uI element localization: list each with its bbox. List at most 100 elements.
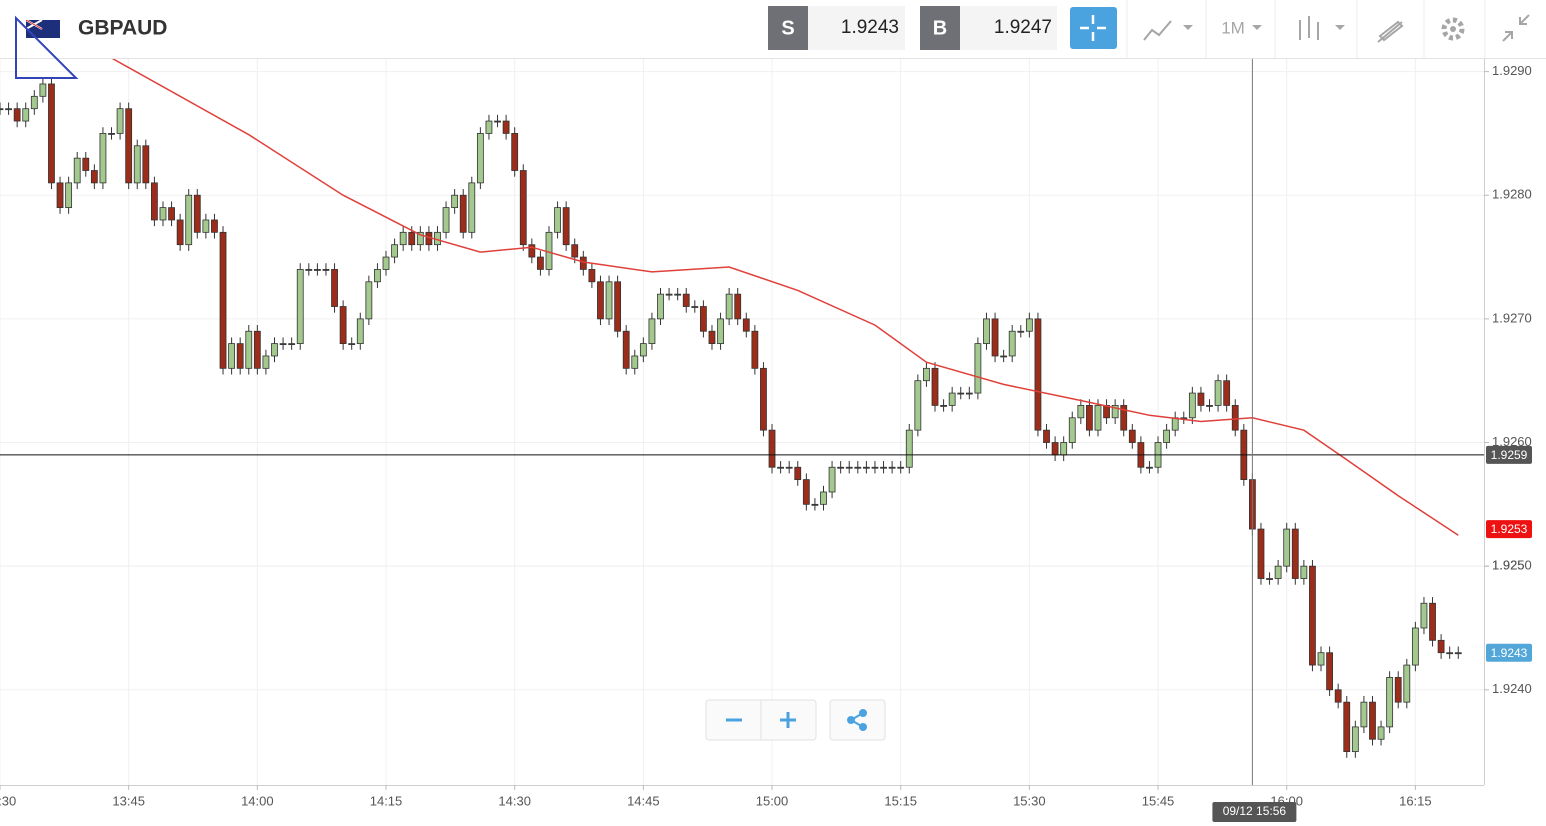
candle-body (537, 256, 544, 270)
candle-body (1377, 726, 1385, 740)
sell-button[interactable]: S 1.9243 (768, 6, 905, 50)
candle-body (399, 231, 407, 246)
candle-body (108, 133, 115, 135)
candle-body (639, 343, 647, 357)
candle-body (845, 466, 853, 469)
buy-price: 1.9247 (994, 17, 1052, 38)
dropdown[interactable] (1252, 25, 1262, 30)
y-tick-label: 1.9270 (1492, 310, 1532, 325)
candle-body (176, 219, 184, 246)
zoom-in[interactable] (780, 712, 796, 728)
candle-body (1300, 565, 1308, 579)
candle-body (159, 207, 167, 221)
candle-body (914, 380, 922, 431)
candle-body (1206, 405, 1213, 407)
candle-body (897, 466, 905, 469)
candle-body (56, 182, 64, 209)
x-tick-label: 15:15 (884, 793, 917, 808)
candle-body (1034, 318, 1042, 431)
sell-price: 1.9243 (841, 17, 899, 38)
candle-body (82, 157, 90, 171)
dropdown[interactable] (1335, 25, 1345, 30)
candle-body (777, 466, 785, 469)
candle-body (73, 157, 81, 184)
candle-body (905, 429, 913, 468)
candle-body (1214, 380, 1222, 406)
share-button[interactable] (829, 699, 886, 741)
candle-body (991, 318, 999, 357)
candle-body (459, 194, 467, 233)
candle-body (622, 330, 630, 369)
y-tick-label: 1.9280 (1492, 187, 1532, 202)
collapse-icon[interactable] (1502, 14, 1530, 42)
candle-body (1403, 664, 1411, 703)
dropdown[interactable] (1183, 25, 1193, 30)
candle-body (1351, 726, 1359, 753)
candle-body (305, 269, 313, 271)
candle-body (974, 343, 982, 394)
candle-body (983, 318, 990, 345)
draw-icon[interactable] (1377, 20, 1404, 43)
candle-body (245, 330, 253, 369)
candle-body (820, 491, 827, 505)
candle-body (1060, 442, 1068, 456)
candle-body (228, 343, 236, 369)
candle-body (1446, 652, 1454, 655)
candle-body (1017, 330, 1025, 333)
candle-body (391, 244, 398, 258)
x-tick-label: 13:30 (0, 793, 16, 808)
symbol: GBPAUD (78, 17, 167, 40)
x-tick-label: 15:30 (1013, 793, 1046, 808)
candle-body (1326, 652, 1333, 691)
candle-body (1437, 639, 1445, 654)
candle-body (211, 219, 218, 233)
x-tick-label: 14:45 (627, 793, 660, 808)
candle-body (837, 466, 845, 469)
candle-body (1000, 355, 1008, 358)
price-tag-label: 1.9253 (1491, 522, 1528, 536)
price-tag (1486, 520, 1532, 539)
line-tool-icon[interactable] (1143, 20, 1172, 41)
candle-body (288, 343, 296, 346)
candle-body (1128, 429, 1136, 443)
candle-body (1197, 392, 1205, 406)
crosshair-button[interactable] (1070, 7, 1117, 49)
candle-body (631, 355, 639, 369)
candle-body (1360, 701, 1368, 728)
candle-body (90, 170, 98, 184)
candle-type-icon[interactable] (1299, 16, 1319, 40)
x-tick-label: 15:45 (1142, 793, 1175, 808)
crosshair-time-label: 09/12 15:56 (1223, 804, 1287, 818)
candle-body (734, 293, 742, 320)
buy-label: B (933, 17, 947, 39)
candle-body (322, 269, 330, 271)
plot-background (0, 58, 1484, 785)
candle-body (862, 466, 870, 469)
candle-body (408, 231, 416, 246)
candle-body (30, 95, 38, 110)
candle-body (279, 343, 287, 346)
candle-body (1146, 466, 1153, 469)
candle-body (116, 108, 124, 134)
candle-body (1257, 528, 1265, 579)
settings-icon[interactable] (1441, 17, 1465, 41)
buy-button[interactable]: B 1.9247 (920, 6, 1057, 50)
y-tick-label: 1.9260 (1492, 434, 1532, 449)
candle-body (65, 182, 73, 209)
candle-body (880, 466, 887, 469)
candle-body (348, 343, 356, 346)
candle-body (1369, 701, 1376, 740)
candle-body (476, 133, 484, 184)
x-tick-label: 14:00 (241, 793, 274, 808)
timeframe[interactable]: 1M (1221, 18, 1245, 37)
candle-body (133, 145, 141, 184)
y-tick-label: 1.9240 (1492, 681, 1532, 696)
x-tick-label: 16:15 (1399, 793, 1432, 808)
candle-body (253, 330, 261, 369)
candle-body (708, 330, 716, 345)
candle-body (1454, 652, 1462, 655)
candle-body (1231, 405, 1239, 431)
candle-body (888, 466, 896, 469)
